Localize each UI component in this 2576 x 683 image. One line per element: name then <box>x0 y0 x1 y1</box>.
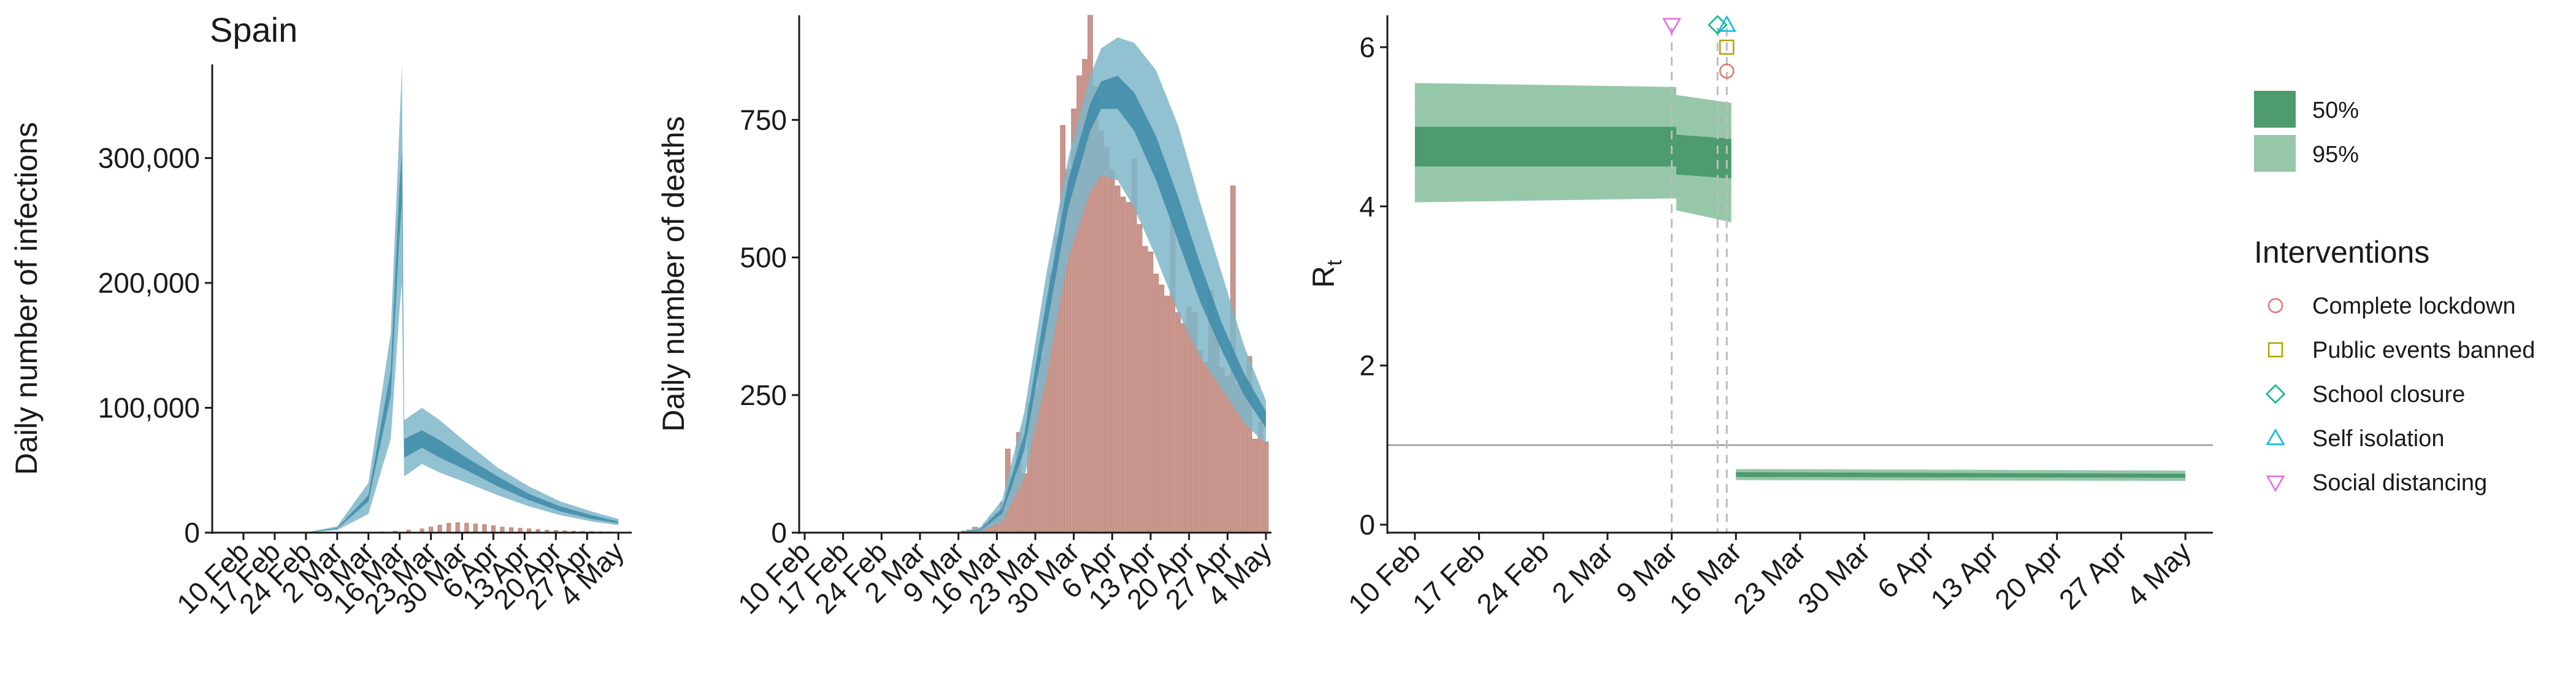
y-axis-title-text: Daily number of infections <box>9 122 44 475</box>
observed-bar <box>1120 196 1126 533</box>
y-tick-label: 300,000 <box>98 142 200 174</box>
observed-bar <box>473 523 478 533</box>
observed-bar <box>1110 169 1115 533</box>
y-tick-label: 100,000 <box>98 392 200 424</box>
observed-bar <box>1021 473 1027 533</box>
observed-bar <box>1263 441 1269 533</box>
y-tick-label: 4 <box>1359 190 1375 222</box>
observed-bar <box>1153 274 1159 533</box>
band-50 <box>1676 134 1731 179</box>
legend-band-label: 95% <box>2312 142 2359 168</box>
observed-bar <box>1181 323 1187 533</box>
y-tick-label: 500 <box>740 242 787 274</box>
observed-bar <box>1197 350 1203 533</box>
observed-bar <box>1252 439 1258 533</box>
x-tick-label: 2 Mar <box>1546 535 1619 609</box>
observed-bar <box>1098 130 1104 533</box>
observed-bar <box>1137 224 1143 533</box>
x-tick-label: 27 Apr <box>2053 535 2133 615</box>
observed-bar <box>1159 284 1165 533</box>
x-tick-label: 17 Feb <box>1406 535 1491 620</box>
x-tick-label: 10 Feb <box>1342 535 1427 620</box>
intervention-marker <box>1719 63 1735 79</box>
legend-marker-diamond <box>2265 384 2286 404</box>
band-95 <box>243 64 619 533</box>
legend-marker-triangle-down <box>2266 475 2285 492</box>
y-axis-title-subscript: t <box>1323 260 1346 266</box>
chart-title: Spain <box>210 10 297 49</box>
band-50 <box>958 75 1266 533</box>
observed-bar <box>1142 246 1148 533</box>
y-tick-label: 200,000 <box>98 267 200 299</box>
intervention-marker <box>1717 15 1736 32</box>
legend-swatch-50 <box>2254 91 2296 128</box>
observed-bar <box>1125 202 1132 533</box>
band-95 <box>958 37 1266 533</box>
legend-intervention-label: Self isolation <box>2312 426 2444 452</box>
x-tick-label: 16 Mar <box>1663 535 1747 620</box>
infections-panel: Spain Daily number of infections 0 100,000 2… <box>9 10 632 620</box>
x-tick-label: 13 Apr <box>1924 535 2004 615</box>
observed-bar <box>1186 306 1192 533</box>
observed-bar <box>1219 367 1225 533</box>
band-50 <box>243 152 619 533</box>
y-axis-title-text: R <box>1306 266 1341 288</box>
x-tick-label: 20 Apr <box>1988 535 2069 615</box>
y-tick-label: 0 <box>771 517 787 549</box>
x-tick-label: 4 May <box>2120 535 2197 612</box>
y-tick-label: 0 <box>184 517 200 549</box>
observed-bar <box>1148 252 1154 533</box>
legend-intervention-label: Complete lockdown <box>2312 293 2516 319</box>
intervention-marker <box>1662 18 1681 35</box>
y-tick-label: 6 <box>1359 31 1375 63</box>
x-tick-label: 23 Mar <box>1727 535 1812 620</box>
y-axis-title: Daily number of deaths <box>656 116 691 431</box>
y-axis-title: Daily number of infections <box>9 122 44 475</box>
legend-intervention-label: Public events banned <box>2312 338 2535 363</box>
band-50 <box>1414 126 1677 167</box>
observed-bar <box>1203 361 1208 533</box>
y-tick-label: 2 <box>1359 350 1375 382</box>
legend-marker-triangle <box>2266 428 2285 446</box>
intervention-marker <box>1719 39 1735 55</box>
observed-bar <box>447 523 451 533</box>
legend-intervention-label: Social distancing <box>2312 470 2487 496</box>
legend-marker-square <box>2267 342 2283 358</box>
band-50 <box>1736 472 2186 478</box>
y-tick-label: 250 <box>740 379 787 411</box>
observed-bar <box>464 523 469 533</box>
observed-bar <box>491 525 496 533</box>
observed-bar <box>1175 312 1181 533</box>
y-axis-title-text: Daily number of deaths <box>656 116 691 431</box>
y-tick-label: 0 <box>1359 509 1375 541</box>
legend-interventions-title: Interventions <box>2254 235 2429 269</box>
y-tick-label: 750 <box>740 104 787 136</box>
x-tick-label: 24 Feb <box>1470 535 1555 620</box>
observed-bar <box>437 525 442 533</box>
observed-bar <box>1114 185 1121 533</box>
legend-swatch-95 <box>2254 135 2296 172</box>
observed-bar <box>1131 158 1137 533</box>
x-tick-label: 30 Mar <box>1792 535 1876 620</box>
legend-band-label: 50% <box>2312 98 2359 123</box>
legend: 50% 95% Interventions Complete lockdown Publ… <box>2254 91 2535 496</box>
observed-bar <box>1104 147 1110 533</box>
observed-bar <box>455 522 460 533</box>
observed-bar <box>482 524 487 533</box>
observed-bar <box>1164 295 1170 533</box>
legend-intervention-label: School closure <box>2312 382 2465 407</box>
legend-marker-circle <box>2267 298 2283 314</box>
y-axis-title: Rt <box>1306 260 1346 288</box>
